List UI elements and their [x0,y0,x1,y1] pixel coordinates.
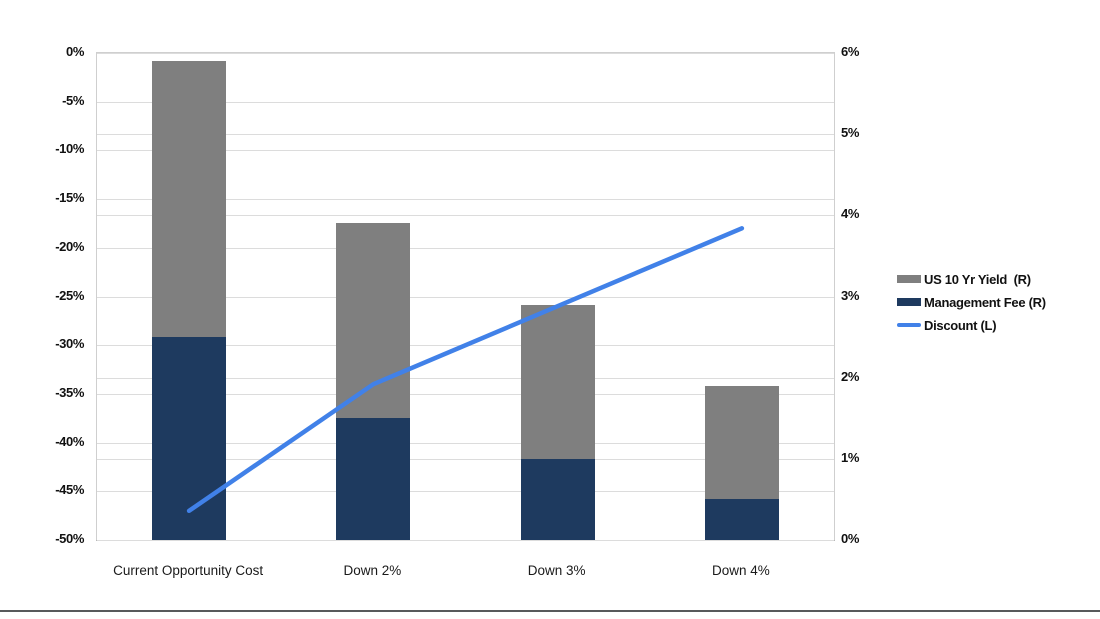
bar-segment-yield [520,304,595,459]
left-axis-tick: -35% [55,384,84,400]
right-axis-tick: 0% [841,531,859,546]
right-axis-tick: 5% [841,125,859,141]
gridline-left-axis [97,540,834,541]
right-axis-tick: 6% [841,44,859,59]
right-axis-tick: 2% [841,368,859,384]
x-axis: Current Opportunity Cost Down 2% Down 3% Do… [96,562,833,582]
bottom-divider [0,610,1100,612]
gridline-left-axis [97,491,834,493]
gridline-left-axis [97,150,834,152]
left-axis-tick: -50% [55,531,84,546]
gridline-right-axis [97,215,834,217]
right-axis-tick: 1% [841,449,859,465]
gridline-right-axis [97,296,834,298]
left-axis-tick: -25% [55,287,84,303]
right-axis: 6% 5% 4% 3% 2% 1% 0% [841,44,901,546]
discount-line [186,226,745,514]
left-axis-tick: -10% [55,141,84,157]
gridline-left-axis [97,393,834,395]
left-axis-tick: -15% [55,190,84,206]
left-axis-tick: -5% [62,92,84,108]
gridline-right-axis [97,134,834,136]
left-axis: 0% -5% -10% -15% -20% -25% -30% -35% -40% -45% -50… [0,44,84,546]
left-axis-tick: -30% [55,336,84,352]
bar-segment-yield [152,61,227,338]
bar-segment-yield [704,385,779,500]
gridline-right-axis [97,377,834,379]
legend-item-discount: Discount (L) [897,317,1046,333]
x-axis-category-label: Down 2% [343,563,402,578]
legend-label-yield: US 10 Yr Yield (R) [924,271,1031,287]
gridline-left-axis [97,199,834,201]
left-axis-tick: -45% [55,482,84,498]
legend-item-fee: Management Fee (R) [897,294,1046,310]
legend-swatch-discount [897,323,921,327]
legend-swatch-yield [897,275,921,283]
x-axis-category-label: Current Opportunity Cost [113,563,264,578]
right-axis-tick: 3% [841,287,859,303]
gridline-left-axis [97,101,834,103]
legend-label-fee: Management Fee (R) [924,294,1046,310]
legend-item-yield: US 10 Yr Yield (R) [897,271,1046,287]
left-axis-tick: -20% [55,238,84,254]
left-axis-tick: 0% [66,44,84,59]
left-axis-tick: -40% [55,433,84,449]
gridline-left-axis [97,53,834,54]
legend-label-discount: Discount (L) [924,317,997,333]
bar-segment-fee [704,499,779,540]
gridline-right-axis [97,458,834,460]
legend: US 10 Yr Yield (R) Management Fee (R) Disc… [897,271,1046,333]
gridline-left-axis [97,442,834,444]
plot-area [96,52,835,541]
right-axis-tick: 4% [841,206,859,222]
legend-swatch-fee [897,298,921,306]
bar-segment-fee [152,337,227,540]
gridline-left-axis [97,247,834,249]
x-axis-category-label: Down 4% [711,563,770,578]
bar-segment-fee [336,418,411,540]
x-axis-category-label: Down 3% [527,563,586,578]
bar-segment-fee [520,458,595,540]
